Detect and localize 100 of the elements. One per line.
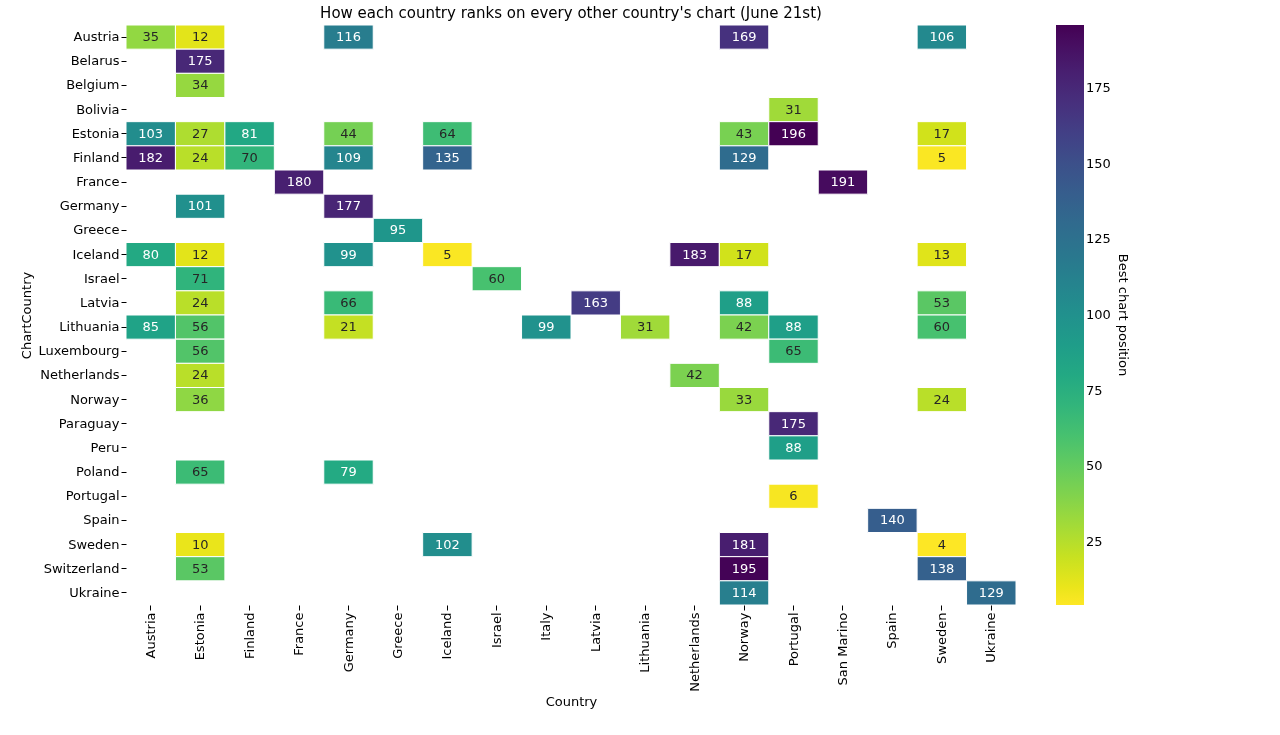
data-label: 53 [191, 560, 209, 576]
data-label: 21 [340, 319, 357, 335]
data-label: 175 [187, 53, 213, 69]
y-tick-label: Iceland [72, 246, 120, 262]
data-label: 34 [191, 77, 209, 93]
data-label: 101 [187, 198, 213, 214]
data-label: 60 [488, 270, 506, 286]
data-label: 56 [191, 319, 209, 335]
data-label: 12 [191, 246, 209, 262]
data-label: 163 [583, 294, 609, 310]
data-label: 106 [929, 29, 955, 45]
data-label: 114 [731, 584, 757, 600]
data-label: 53 [933, 294, 951, 310]
data-label: 65 [191, 464, 209, 480]
data-label: 99 [340, 246, 357, 262]
data-label: 196 [781, 125, 806, 141]
data-label: 5 [937, 149, 946, 165]
data-label: 88 [735, 294, 753, 310]
x-tick-label: Greece [389, 612, 405, 659]
data-label: 60 [933, 319, 951, 335]
data-label: 24 [191, 367, 209, 383]
y-tick-label: Paraguay [58, 415, 120, 431]
color-bar-label: 125 [1086, 231, 1111, 247]
data-label: 88 [785, 439, 802, 455]
data-label: 24 [933, 391, 951, 407]
data-label: 71 [191, 270, 209, 286]
color-bar-title: Best chart position [1116, 253, 1131, 377]
data-label: 109 [336, 149, 361, 165]
color-bar-label: 150 [1086, 155, 1111, 171]
data-label: 5 [443, 246, 452, 262]
data-label: 102 [434, 536, 460, 552]
x-tick-label: Ukraine [983, 612, 999, 663]
data-label: 191 [830, 174, 856, 190]
data-label: 64 [439, 125, 456, 141]
y-tick-label: Switzerland [43, 560, 120, 576]
x-tick-label: Sweden [933, 612, 949, 664]
data-label: 129 [978, 584, 1004, 600]
data-label: 140 [879, 512, 905, 528]
chart-title: How each country ranks on every other country's chart (June 21st) [320, 3, 822, 22]
data-label: 88 [785, 319, 802, 335]
y-tick-label: Austria [73, 29, 120, 45]
data-label: 79 [340, 464, 357, 480]
data-label: 43 [735, 125, 753, 141]
data-label: 95 [389, 222, 407, 238]
data-label: 70 [241, 149, 258, 165]
data-label: 169 [731, 29, 757, 45]
x-tick-label: San Marino [834, 612, 850, 686]
y-tick-label: Spain [83, 512, 120, 528]
data-label: 17 [735, 246, 753, 262]
data-label: 129 [731, 149, 757, 165]
data-label: 6 [789, 488, 798, 504]
data-label: 24 [191, 294, 209, 310]
y-tick-label: Sweden [68, 536, 120, 552]
data-label: 33 [735, 391, 753, 407]
data-label: 180 [286, 174, 312, 190]
data-label: 80 [142, 246, 159, 262]
y-tick-label: Israel [83, 270, 120, 286]
color-bar-label: 75 [1086, 382, 1103, 398]
x-axis-title: Country [545, 693, 598, 709]
data-label: 27 [191, 125, 209, 141]
x-tick-label: Latvia [587, 612, 603, 653]
data-label: 138 [929, 560, 955, 576]
data-label: 17 [933, 125, 951, 141]
data-label: 116 [336, 29, 361, 45]
y-tick-label: Belarus [70, 53, 120, 69]
data-label: 36 [191, 391, 209, 407]
color-bar-label: 175 [1086, 80, 1111, 96]
x-tick-label: Norway [736, 612, 752, 662]
x-tick-label: France [291, 612, 307, 656]
y-tick-label: Germany [59, 198, 120, 214]
data-label: 35 [142, 29, 159, 45]
data-label: 42 [686, 367, 703, 383]
y-tick-label: Greece [73, 222, 120, 238]
data-label: 66 [340, 294, 357, 310]
y-tick-label: Estonia [71, 125, 120, 141]
data-label: 65 [785, 343, 802, 359]
y-axis-title: ChartCountry [19, 271, 35, 360]
data-label: 24 [191, 149, 209, 165]
data-label: 31 [636, 319, 654, 335]
x-tick-label: Germany [340, 612, 356, 673]
y-tick-label: Norway [70, 391, 120, 407]
data-label: 195 [731, 560, 757, 576]
y-tick-label: Ukraine [69, 584, 120, 600]
data-label: 13 [933, 246, 951, 262]
data-label: 56 [191, 343, 209, 359]
y-tick-label: Peru [90, 439, 120, 455]
x-tick-label: Austria [142, 612, 158, 659]
data-label: 85 [142, 319, 159, 335]
data-label: 10 [191, 536, 209, 552]
data-label: 4 [937, 536, 946, 552]
x-tick-label: Netherlands [686, 612, 702, 692]
x-tick-label: Italy [538, 612, 554, 641]
data-label: 182 [138, 149, 164, 165]
y-tick-label: Poland [76, 464, 120, 480]
data-label: 81 [241, 125, 258, 141]
y-tick-label: Lithuania [59, 319, 120, 335]
y-tick-label: Latvia [79, 294, 120, 310]
x-tick-label: Iceland [439, 612, 455, 660]
data-label: 42 [735, 319, 753, 335]
data-label: 175 [781, 415, 806, 431]
